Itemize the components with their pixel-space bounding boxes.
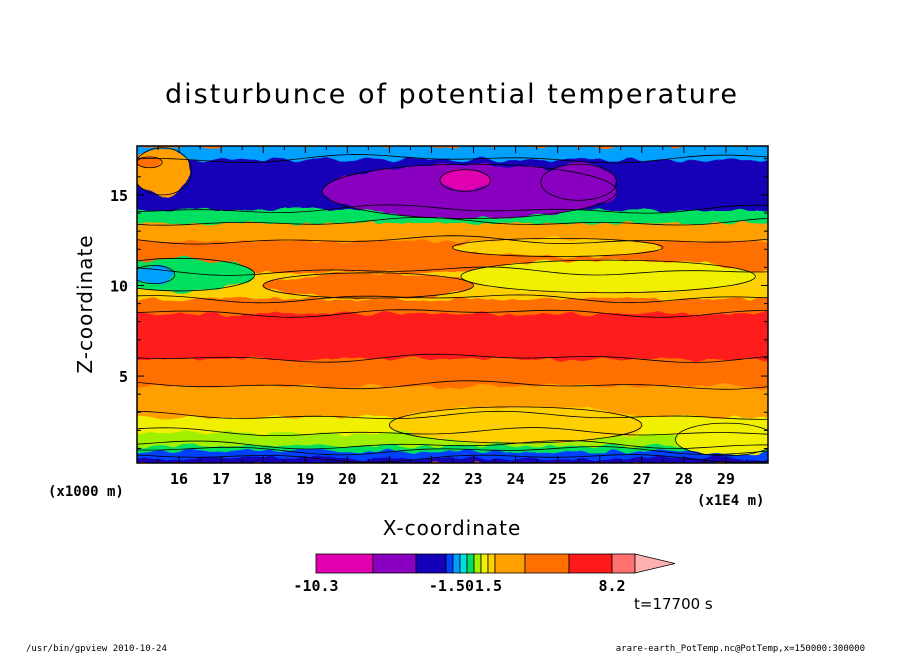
contour-line [137,156,163,169]
contour-line [321,163,617,219]
colorbar-segment [494,553,526,574]
y-unit-label: (x1000 m) [48,484,124,500]
x-tick-label: 28 [675,470,693,488]
contour-line [675,422,768,457]
contour-line [137,440,768,450]
colorbar-label: -1.50 [429,577,474,595]
colorbar-label: 8.2 [598,577,625,595]
colorbar-segment [473,553,482,574]
field-region [452,238,663,257]
colorbar-segment [415,553,447,574]
y-axis-title: Z-coordinate [73,234,97,373]
colorbar-segment [372,553,417,574]
colorbar-segment [480,553,489,574]
colorbar-arrow [634,553,676,574]
contour-line [137,446,768,456]
colorbar-segment [459,553,468,574]
time-label: t=17700 s [634,595,713,613]
contour-line [137,353,768,363]
colorbar-segment [315,553,374,574]
plot-area [137,146,768,463]
chart-title: disturbunce of potential temperature [165,79,739,110]
x-tick-label: 18 [254,470,272,488]
footer-command: /usr/bin/gpview 2010-10-24 [26,644,167,654]
x-tick-label: 16 [170,470,188,488]
field-band [137,312,768,359]
colorbar-labels: -10.3 -1.50 1.5 8.2 [293,577,625,595]
field-region [137,258,255,291]
contour-line [137,427,768,436]
colorbar-segment [487,553,496,574]
contour-line [137,154,768,164]
contour-line [137,266,768,276]
field-band [137,146,768,160]
colorbar-segment [452,553,461,574]
x-tick-label: 21 [380,470,398,488]
contour-line [137,204,768,214]
x-tick-label: 17 [212,470,230,488]
field-region [460,260,756,293]
contour-line [137,380,768,390]
field-band [137,444,768,452]
contour-line [137,454,768,463]
contour-line [540,163,617,201]
colorbar [315,553,676,574]
field-band [137,222,768,242]
colorbar-segment [445,553,454,574]
x-tick-label: 19 [296,470,314,488]
contour-line [137,265,176,285]
x-tick-label: 23 [465,470,483,488]
contour-line [137,147,193,196]
field-region [137,156,163,168]
contour-line [439,169,491,192]
x-tick-label: 26 [591,470,609,488]
contour-line [137,410,768,420]
contour-line [460,259,756,294]
x-tick-label: 20 [338,470,356,488]
x-tick-label: 25 [549,470,567,488]
contour-line [388,406,643,444]
y-axis: 5 10 15 [110,158,768,450]
field-band [137,450,768,459]
contour-line [137,309,768,318]
y-tick-label: 15 [110,187,128,205]
contour-line [137,294,768,304]
field-region [263,272,474,299]
field-region [439,169,491,192]
contour-line [452,237,664,257]
colorbar-label: 1.5 [475,577,502,595]
x-tick-label: 22 [422,470,440,488]
colorbar-label: -10.3 [293,577,338,595]
contour-line [137,257,256,292]
colorbar-segment [568,553,613,574]
field-region [540,164,617,201]
x-tick-label: 29 [717,470,735,488]
y-tick-label: 5 [119,368,128,386]
x-axis: 16 17 18 19 20 21 22 23 24 25 26 27 28 29 [157,146,748,488]
x-tick-label: 27 [633,470,651,488]
contour-line [137,235,768,245]
x-axis-title: X-coordinate [383,516,522,540]
x-tick-label: 24 [507,470,525,488]
field-region [389,406,642,444]
y-tick-label: 10 [110,277,128,295]
colorbar-segment [611,553,636,574]
contour-line [262,272,474,299]
colorbar-segment [524,553,570,574]
footer-source: arare-earth_PotTemp.nc@PotTemp,x=150000:… [616,644,865,654]
colorbar-segment [466,553,475,574]
x-unit-label: (x1E4 m) [697,493,764,509]
